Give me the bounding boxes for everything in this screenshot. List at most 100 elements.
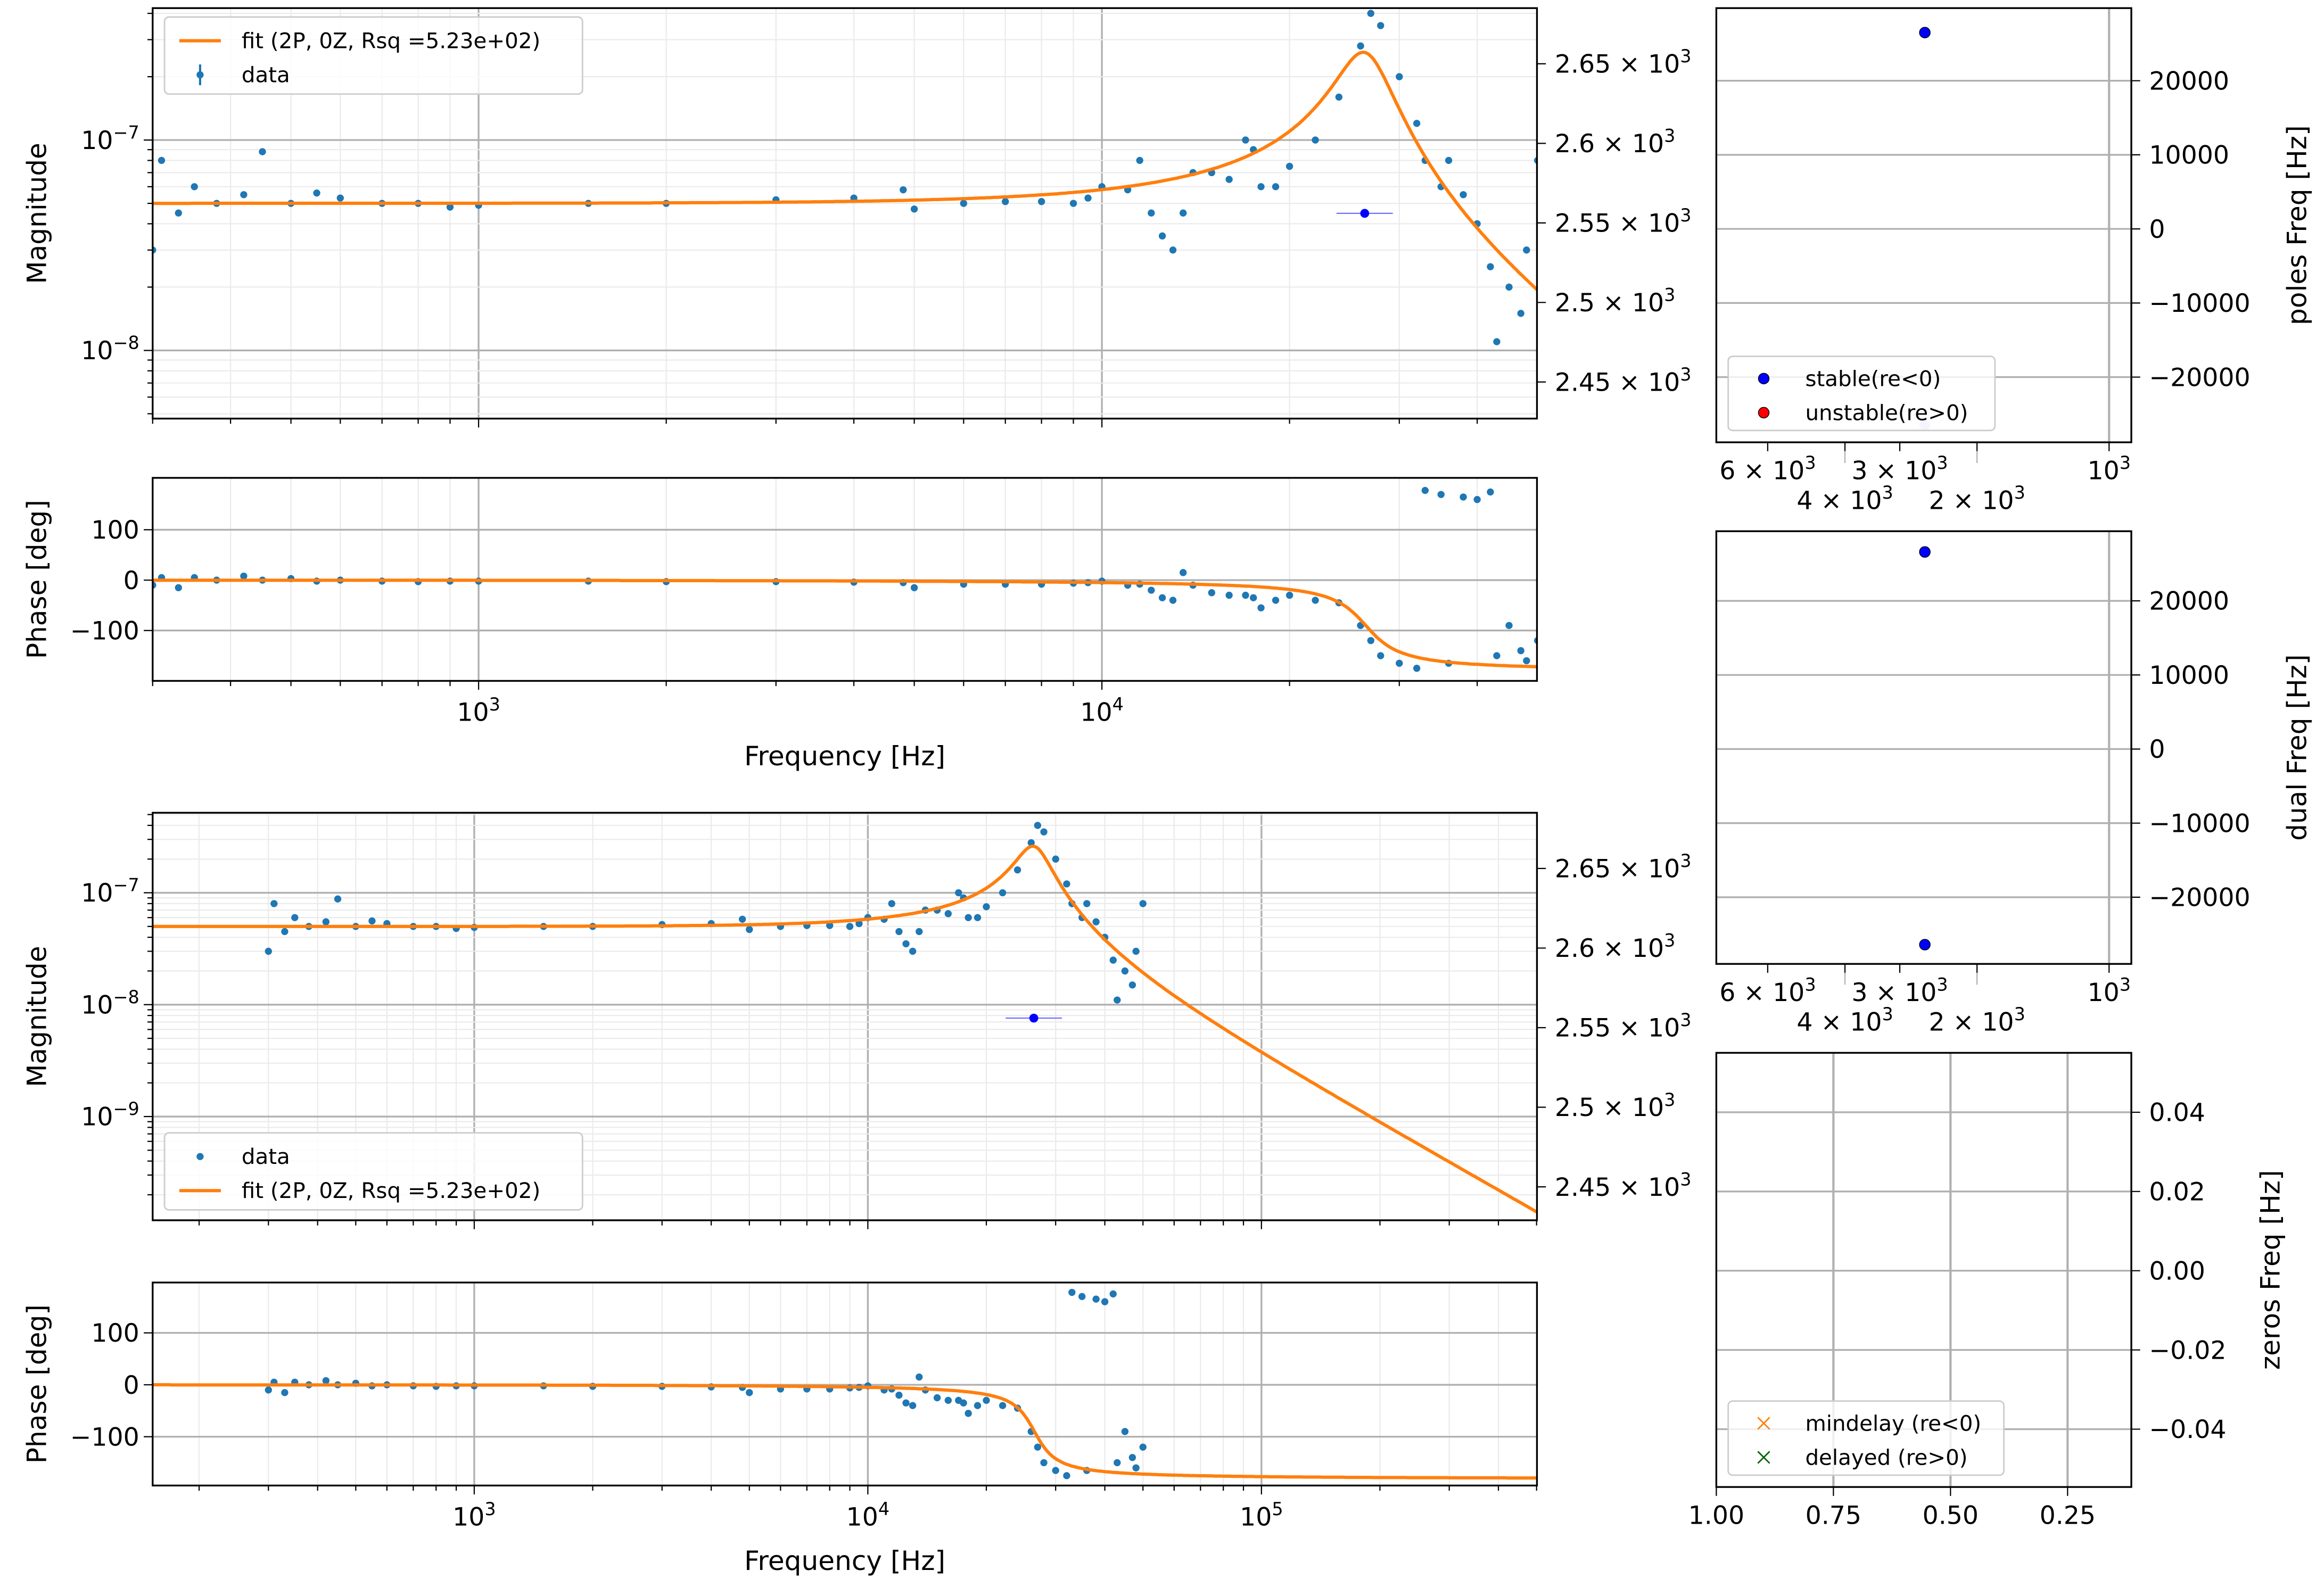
data-point <box>902 1399 910 1407</box>
axes-frame <box>152 477 1538 682</box>
data-point <box>265 947 272 955</box>
data-point <box>909 947 917 955</box>
y-tick-label: 100 <box>91 516 139 545</box>
right-y-tick-label: 2.6 × 103 <box>1555 930 1676 963</box>
x-tick-label: 0.25 <box>2040 1501 2096 1531</box>
x-tick-label-exponent: 3 <box>1804 452 1816 473</box>
data-point <box>1377 652 1384 659</box>
data-point <box>955 889 962 897</box>
y-tick-label-exponent: −9 <box>113 1098 139 1119</box>
right-y-tick-label: 10000 <box>2149 141 2229 170</box>
y-tick-label-text: −100 <box>70 616 139 646</box>
y-tick-label-text: 10 <box>81 1103 113 1132</box>
data-point <box>1250 594 1257 601</box>
right-y-tick-label: −0.02 <box>2149 1336 2226 1365</box>
right-y-tick-label: 2.5 × 103 <box>1555 285 1676 318</box>
data-point <box>910 584 918 591</box>
data-point <box>1413 120 1421 127</box>
data-point <box>1114 996 1121 1004</box>
x-tick-label: 2 × 103 <box>1929 1004 2025 1037</box>
data-point <box>259 148 266 155</box>
right-y-tick-label: 2.5 × 103 <box>1555 1089 1676 1122</box>
x-tick-label-text: 3 × 10 <box>1851 978 1936 1007</box>
right-y-tick-label-text: 2.6 × 10 <box>1555 129 1664 159</box>
x-tick-label-text: 2 × 10 <box>1929 486 2014 515</box>
data-point <box>965 1410 972 1417</box>
data-point <box>1121 967 1129 975</box>
x-tick-label: 103 <box>2088 452 2131 485</box>
x-tick-label-text: 6 × 10 <box>1719 978 1804 1007</box>
axes-frame <box>1715 530 2132 965</box>
data-point <box>888 900 895 907</box>
data-point <box>1169 246 1177 254</box>
legend-fit-label: fit (2P, 0Z, Rsq =5.23e+02) <box>242 28 540 53</box>
data-point <box>1242 136 1249 144</box>
data-point <box>944 910 952 918</box>
data-series <box>265 822 1147 1004</box>
data-point <box>1367 637 1374 644</box>
data-point <box>1037 198 1045 205</box>
data-point <box>1068 1288 1076 1296</box>
legend-box <box>1727 356 1996 432</box>
data-point <box>1377 22 1384 29</box>
zeros-axis-label: zeros Freq [Hz] <box>2254 1170 2286 1370</box>
data-point <box>1493 338 1501 345</box>
right-y-tick-label-text: 2.55 × 10 <box>1555 209 1680 238</box>
data-point <box>1092 918 1100 925</box>
data-point <box>1139 900 1147 907</box>
data-point <box>1063 1472 1070 1479</box>
data-point <box>1272 183 1280 191</box>
x-tick-label-exponent: 4 <box>878 1499 889 1519</box>
phase-axis-label: Phase [deg] <box>21 500 52 659</box>
data-point <box>291 914 299 921</box>
data-point <box>1493 652 1501 659</box>
data-point <box>999 1402 1007 1409</box>
data-point <box>322 918 330 925</box>
y-tick-label-text: 0 <box>123 566 139 596</box>
legend: data fit (2P, 0Z, Rsq =5.23e+02) <box>163 1132 583 1211</box>
data-point <box>1312 136 1319 144</box>
right-y-tick-label-exponent: 3 <box>1680 1169 1691 1189</box>
data-point <box>1505 283 1513 291</box>
data-point <box>983 1396 990 1404</box>
x-tick-label: 4 × 103 <box>1796 1004 1893 1037</box>
data-point <box>1473 495 1481 503</box>
right-y-tick-label: 0 <box>2149 215 2165 244</box>
legend-delayed-label: delayed (re>0) <box>1805 1445 1967 1470</box>
right-y-tick-label-text: 2.45 × 10 <box>1555 1173 1680 1202</box>
data-point <box>1052 855 1059 863</box>
x-tick-label-exponent: 3 <box>1882 482 1893 503</box>
right-y-tick-label-text: −0.02 <box>2149 1336 2226 1365</box>
data-point <box>855 920 863 928</box>
data-point <box>1517 647 1524 655</box>
y-tick-label: −100 <box>70 1423 139 1452</box>
right-y-tick-label-text: 20000 <box>2149 587 2229 616</box>
x-tick-label: 1.00 <box>1688 1501 1744 1531</box>
right-y-tick-label-exponent: 3 <box>1680 46 1691 67</box>
legend-box <box>163 1132 583 1211</box>
data-legend-swatch <box>196 1153 204 1160</box>
data-point <box>1169 597 1177 604</box>
data-point <box>446 203 454 211</box>
right-y-tick-label-text: 2.65 × 10 <box>1555 50 1680 79</box>
x-tick-label-exponent: 3 <box>2014 1004 2025 1024</box>
data-point <box>1517 310 1524 317</box>
x-tick-label: 0.50 <box>1923 1501 1979 1531</box>
y-tick-label: 10−8 <box>81 333 139 366</box>
data-point <box>175 209 182 217</box>
legend-fit-label: fit (2P, 0Z, Rsq =5.23e+02) <box>242 1178 540 1203</box>
data-point <box>1357 42 1364 50</box>
data-point <box>1257 604 1265 611</box>
right-y-tick-label-text: 20000 <box>2149 67 2229 96</box>
x-tick-label-text: 1.00 <box>1688 1501 1744 1531</box>
x-tick-label-text: 10 <box>846 1503 878 1532</box>
data-point <box>1158 232 1166 240</box>
right-y-tick-label-text: 2.5 × 10 <box>1555 1093 1664 1122</box>
data-point <box>281 928 289 936</box>
data-point <box>1069 200 1077 207</box>
data-point <box>1225 176 1233 183</box>
data-point <box>1092 1295 1100 1303</box>
